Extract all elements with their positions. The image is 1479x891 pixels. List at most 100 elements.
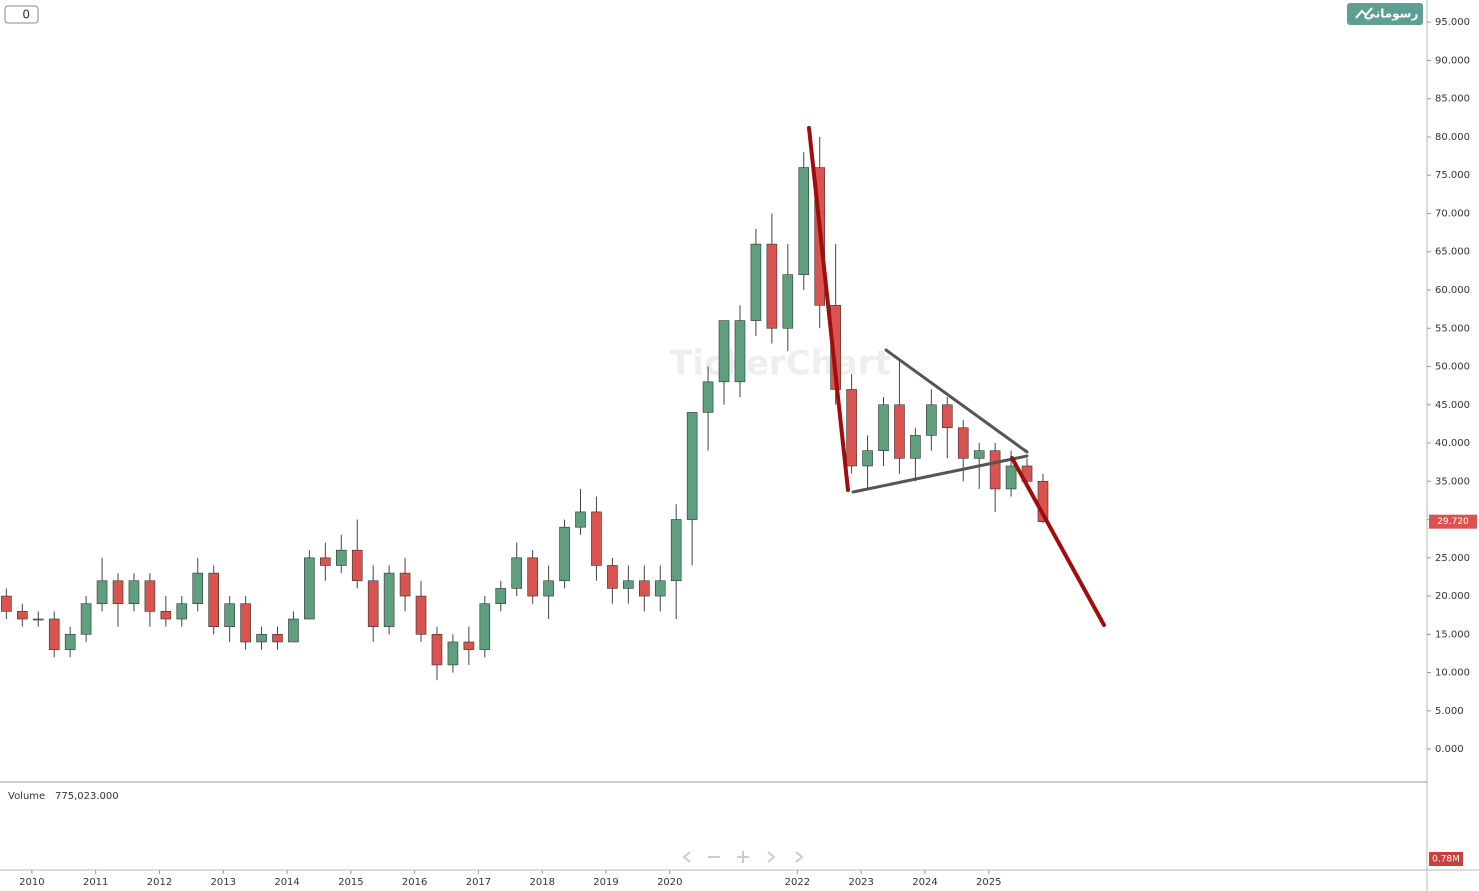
candle-body [511,557,523,589]
candle-body [623,580,634,589]
nav-zoom-in[interactable] [737,851,749,863]
candle-body [543,580,554,597]
candle-body [240,603,251,643]
candle-body [734,320,746,383]
volume-value: 775,023.000 [55,791,119,802]
nav-next[interactable] [767,851,776,863]
trend-line[interactable] [851,454,1029,494]
candle-body [176,603,188,620]
candle-body [686,412,698,520]
y-tick-label: 20.000 [1435,591,1470,602]
candle-body [351,549,363,582]
candle-body [926,404,937,436]
drawings [807,126,1106,627]
candle-body [17,611,28,620]
candle-body [415,595,427,635]
candle-body [702,381,714,413]
nav-prev[interactable] [682,851,691,863]
candle-body [447,641,459,666]
candle-body [654,580,666,597]
y-tick-label: 80.000 [1435,132,1470,143]
candle-body [575,511,586,528]
candle-body [399,572,411,597]
nav-controls [682,851,804,863]
y-tick-label: 95.000 [1435,17,1470,28]
candle-body [160,611,172,620]
candle-body [192,572,204,605]
candle-body [383,572,395,627]
x-tick-label: 2024 [912,877,937,888]
counter-box[interactable] [4,5,39,24]
y-tick-label: 70.000 [1435,208,1470,219]
y-tick-label: 85.000 [1435,94,1470,105]
volume-name: Volume [8,791,45,802]
x-tick-label: 2012 [147,877,172,888]
y-tick-label: 10.000 [1435,668,1470,679]
candle-body [1005,465,1017,490]
y-tick-label: 75.000 [1435,170,1470,181]
candle-body [591,511,602,566]
candle-body [335,549,347,566]
x-tick-label: 2018 [529,877,554,888]
candle-body [304,557,315,620]
candle-body [32,618,44,621]
nav-end[interactable] [795,851,804,863]
last-price-badge [1429,514,1477,529]
candle-body [272,634,283,643]
drawings-button[interactable] [1347,3,1423,25]
y-tick-label: 15.000 [1435,629,1470,640]
candle-body [670,519,682,582]
x-tick-label: 2022 [785,877,810,888]
x-tick-label: 2017 [466,877,491,888]
y-tick-label: 65.000 [1435,247,1470,258]
y-tick-label: 5.000 [1435,706,1464,717]
trend-line[interactable] [807,126,850,492]
candle-body [910,435,921,459]
y-tick-label: 90.000 [1435,55,1470,66]
y-tick-label: 35.000 [1435,476,1470,487]
candle-body [941,404,953,429]
candle-body [878,404,889,451]
y-tick-label: 25.000 [1435,553,1470,564]
candle-body [224,603,235,627]
y-tick-label: 40.000 [1435,438,1470,449]
candle-body [638,580,650,597]
candle-body [846,389,857,467]
drawings-button-label: رسوماتي [1364,7,1419,22]
candle-body [1,595,12,612]
y-tick-label: 55.000 [1435,323,1470,334]
candle-body [527,557,538,597]
trend-line[interactable] [1010,456,1106,627]
counter: 0 [22,8,30,22]
candle-body [479,603,491,650]
candle-body [607,565,618,589]
watermark: TickerChart [669,344,891,384]
y-tick-label: 50.000 [1435,362,1470,373]
trend-line[interactable] [884,348,1029,454]
candle-body [64,634,76,650]
candle-body [718,320,730,383]
candle-body [957,427,969,459]
volume-axis-label: 0.78M [1432,855,1460,865]
candle-body [989,450,1001,490]
x-tick-label: 2015 [338,877,363,888]
candle-body [367,580,379,627]
candle-body [782,274,794,329]
y-tick-label: 60.000 [1435,285,1470,296]
candle-body [80,603,92,635]
candle-body [463,641,475,650]
y-tick-label: 45.000 [1435,400,1470,411]
x-tick-label: 2013 [211,877,236,888]
candle-body [288,618,299,643]
x-tick-label: 2016 [402,877,427,888]
x-tick-label: 2025 [976,877,1001,888]
candle-body [559,526,570,582]
x-tick-label: 2023 [848,877,873,888]
candle-body [144,580,156,612]
candle-body [128,580,140,605]
candle-body [495,588,507,605]
candle-body [973,450,985,459]
candle-body [431,634,443,666]
